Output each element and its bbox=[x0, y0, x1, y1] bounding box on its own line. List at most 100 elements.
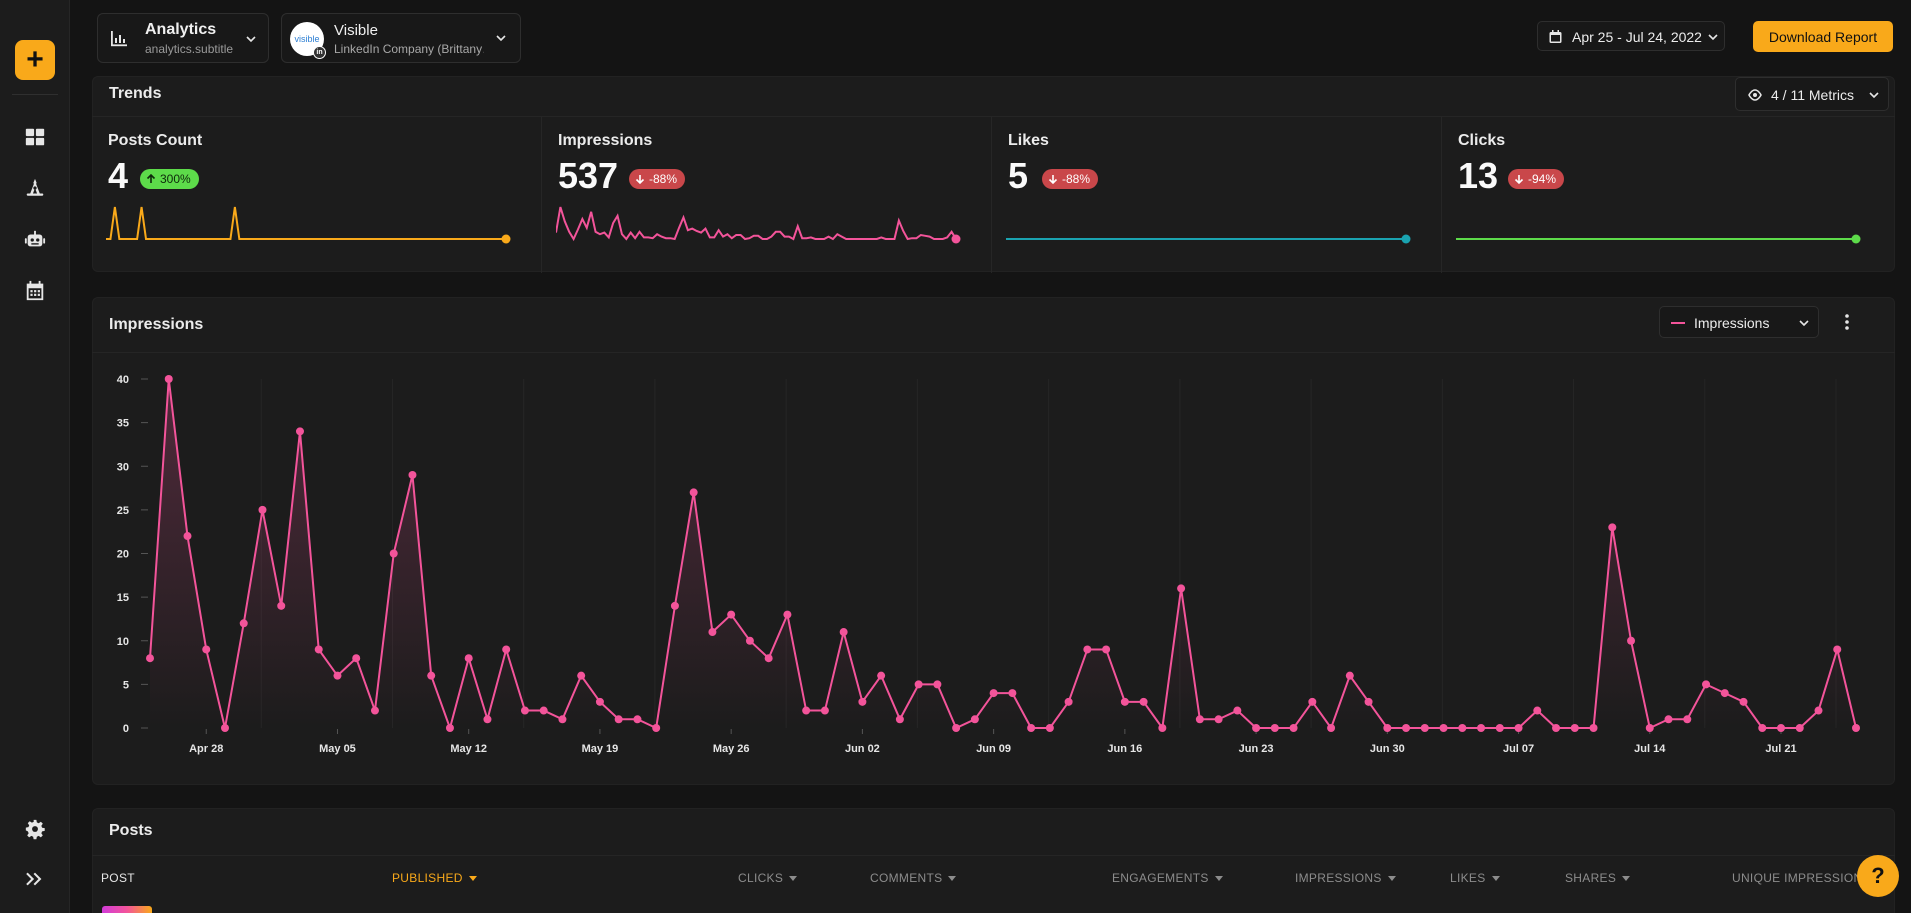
sidebar-item-settings[interactable] bbox=[0, 818, 70, 840]
page-selector[interactable]: Analytics analytics.subtitle bbox=[97, 13, 269, 63]
data-point bbox=[652, 724, 661, 732]
column-likes[interactable]: LIKES bbox=[1450, 871, 1500, 885]
bar-chart-icon bbox=[111, 31, 127, 47]
eye-icon bbox=[1748, 89, 1762, 101]
data-point bbox=[1758, 724, 1767, 732]
arrow-down-icon bbox=[1048, 175, 1058, 184]
y-tick-label: 40 bbox=[117, 374, 129, 386]
arrow-up-icon bbox=[146, 174, 156, 183]
sort-caret-icon bbox=[1622, 875, 1631, 881]
more-options-icon[interactable] bbox=[1844, 313, 1850, 331]
data-point bbox=[933, 680, 942, 689]
x-tick-label: Apr 28 bbox=[189, 743, 223, 755]
data-point bbox=[1195, 715, 1204, 724]
data-point bbox=[202, 645, 211, 654]
sparkline-end-point bbox=[1401, 234, 1411, 244]
impressions-line-chart: 0 5 10 15 20 25 30 35 40 Apr 28 May 05 May 12 May 19… bbox=[117, 374, 1860, 755]
sidebar-expand-button[interactable] bbox=[0, 868, 70, 890]
data-point bbox=[1270, 724, 1279, 732]
data-point bbox=[1664, 715, 1673, 724]
column-engagements[interactable]: ENGAGEMENTS bbox=[1112, 871, 1223, 885]
column-shares[interactable]: SHARES bbox=[1565, 871, 1631, 885]
metric-value: 5 bbox=[1008, 155, 1029, 196]
sidebar-item-dashboard[interactable] bbox=[0, 126, 70, 148]
sort-caret-icon bbox=[789, 875, 798, 881]
data-point bbox=[1345, 671, 1354, 680]
selected-metric: Impressions bbox=[1694, 315, 1770, 331]
x-tick-label: Jun 23 bbox=[1239, 743, 1274, 755]
change-value: -88% bbox=[649, 172, 678, 186]
chevron-down-icon bbox=[1708, 34, 1718, 41]
sort-caret-icon bbox=[1214, 875, 1223, 881]
y-tick-label: 15 bbox=[117, 592, 129, 604]
metric-card-impressions[interactable]: Impressions 537 -88% bbox=[542, 117, 992, 273]
x-tick-label: Jun 09 bbox=[976, 743, 1011, 755]
data-point bbox=[314, 645, 323, 654]
x-tick-label: May 12 bbox=[450, 743, 487, 755]
change-badge: -88% bbox=[629, 169, 686, 189]
download-report-button[interactable]: Download Report bbox=[1753, 21, 1893, 52]
metric-card-posts-count[interactable]: Posts Count 4 300% bbox=[92, 117, 542, 273]
post-thumbnail[interactable] bbox=[102, 906, 152, 913]
change-value: -94% bbox=[1528, 172, 1557, 186]
data-point bbox=[333, 671, 342, 680]
impressions-title: Impressions bbox=[109, 316, 204, 333]
likes-sparkline bbox=[1006, 234, 1411, 244]
column-impressions[interactable]: IMPRESSIONS bbox=[1295, 871, 1396, 885]
data-point bbox=[427, 671, 436, 680]
data-point bbox=[1083, 645, 1092, 654]
data-point bbox=[445, 724, 454, 732]
change-badge: -88% bbox=[1042, 169, 1099, 189]
data-point bbox=[1552, 724, 1561, 732]
create-button[interactable]: + bbox=[15, 40, 55, 80]
data-point bbox=[1702, 680, 1711, 689]
column-clicks[interactable]: CLICKS bbox=[738, 871, 798, 885]
data-point bbox=[1252, 724, 1261, 732]
column-published[interactable]: PUBLISHED bbox=[392, 871, 477, 885]
data-point bbox=[1420, 724, 1429, 732]
data-point bbox=[295, 427, 304, 436]
sidebar-item-automation[interactable] bbox=[0, 229, 70, 251]
chevron-down-icon bbox=[1799, 320, 1809, 327]
data-point bbox=[858, 697, 867, 706]
metric-card-likes[interactable]: Likes 5 -88% bbox=[992, 117, 1442, 273]
data-point bbox=[1608, 523, 1617, 532]
data-point bbox=[258, 505, 267, 514]
data-point bbox=[970, 715, 979, 724]
metrics-selector[interactable]: 4 / 11 Metrics bbox=[1735, 77, 1889, 111]
date-range-picker[interactable]: Apr 25 - Jul 24, 2022 bbox=[1537, 21, 1725, 51]
data-point bbox=[1214, 715, 1223, 724]
series-swatch bbox=[1671, 322, 1685, 324]
y-tick-label: 0 bbox=[123, 723, 129, 735]
metric-name: Posts Count bbox=[108, 132, 203, 149]
sparkline-series bbox=[106, 206, 506, 240]
data-point bbox=[1327, 724, 1336, 732]
data-point bbox=[1158, 724, 1167, 732]
metric-value: 13 bbox=[1458, 155, 1499, 196]
help-button[interactable]: ? bbox=[1857, 855, 1899, 897]
data-point bbox=[1814, 706, 1823, 715]
top-toolbar: Analytics analytics.subtitle visible in … bbox=[92, 12, 1895, 63]
sidebar-item-calendar[interactable] bbox=[0, 280, 70, 302]
data-point bbox=[220, 724, 229, 732]
sort-caret-icon bbox=[1491, 875, 1500, 881]
chart-metric-selector[interactable]: Impressions bbox=[1659, 306, 1819, 338]
metric-value: 4 bbox=[108, 155, 129, 196]
account-selector[interactable]: visible in Visible LinkedIn Company (Bri… bbox=[281, 13, 521, 63]
gear-icon bbox=[25, 819, 45, 840]
data-point bbox=[1120, 697, 1129, 706]
robot-icon bbox=[24, 230, 46, 247]
y-tick-label: 10 bbox=[117, 636, 129, 648]
posts-title: Posts bbox=[109, 822, 153, 839]
sidebar-divider bbox=[12, 94, 58, 95]
dashboard-icon bbox=[25, 128, 45, 146]
sort-caret-icon bbox=[1387, 875, 1396, 881]
sidebar: + bbox=[0, 0, 70, 913]
column-comments[interactable]: COMMENTS bbox=[870, 871, 957, 885]
metric-card-clicks[interactable]: Clicks 13 -94% bbox=[1442, 117, 1892, 273]
change-badge: -94% bbox=[1508, 169, 1565, 189]
data-point bbox=[689, 488, 698, 497]
data-point bbox=[1777, 724, 1786, 732]
data-point bbox=[1364, 697, 1373, 706]
sidebar-item-create[interactable] bbox=[0, 177, 70, 199]
